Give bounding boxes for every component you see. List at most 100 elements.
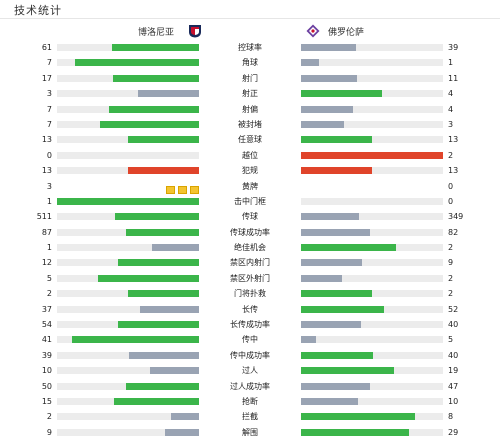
away-stat-bar: [301, 321, 443, 329]
away-stat-value: 3: [448, 119, 454, 129]
away-stat-fill: [301, 290, 372, 298]
away-team-name: 佛罗伦萨: [328, 27, 365, 38]
home-stat-value: 13: [41, 135, 52, 145]
away-stat-value: 2: [448, 150, 454, 160]
home-stat-fill: [151, 244, 199, 252]
home-stat-bar: [57, 336, 199, 344]
away-stat-bar: [301, 382, 443, 390]
home-stat-bar: [57, 259, 199, 267]
away-stat-fill: [301, 74, 357, 82]
home-team-name: 博洛尼亚: [138, 27, 175, 38]
stat-label: 长传成功率: [230, 320, 270, 330]
stat-label: 传球: [242, 212, 258, 222]
away-stat-value: 0: [448, 181, 454, 191]
stat-row: 12 禁区内射门 9: [0, 255, 500, 270]
away-stat-value: 349: [448, 212, 464, 222]
stat-label: 传中: [242, 335, 258, 345]
away-stat-fill: [301, 213, 359, 221]
away-stat-bar: [301, 397, 443, 405]
away-stat-bar: [301, 74, 443, 82]
stat-row: 50 过人成功率 47: [0, 379, 500, 394]
home-stat-value: 5: [46, 273, 52, 283]
stat-label: 黄牌: [242, 181, 258, 191]
away-stat-bar: [301, 105, 443, 113]
stat-row: 17 射门 11: [0, 71, 500, 86]
home-stat-fill: [72, 336, 199, 344]
home-stat-value: 3: [46, 181, 52, 191]
away-stat-fill: [301, 382, 370, 390]
home-stat-value: 87: [41, 227, 52, 237]
home-stat-bar: [57, 428, 199, 436]
away-stat-value: 2: [448, 289, 454, 299]
away-stat-value: 40: [448, 350, 459, 360]
home-stat-bar: [57, 213, 199, 221]
stat-label: 被封堵: [238, 119, 262, 129]
stat-label: 击中门框: [234, 196, 266, 206]
stat-label: 射偏: [242, 104, 258, 114]
stat-row: 61 控球率 39: [0, 40, 500, 55]
away-stat-value: 11: [448, 73, 459, 83]
away-stat-value: 9: [448, 258, 454, 268]
home-stat-fill: [125, 228, 199, 236]
home-stat-value: 37: [41, 304, 52, 314]
away-stat-fill: [301, 244, 396, 252]
home-stat-value: 13: [41, 166, 52, 176]
stat-label: 抢断: [242, 396, 258, 406]
title-bar: 技术统计: [0, 0, 500, 19]
home-stat-fill: [114, 213, 199, 221]
away-stat-bar: [301, 59, 443, 67]
away-team-header[interactable]: 佛罗伦萨: [306, 22, 364, 40]
home-stat-value: 2: [46, 412, 52, 422]
home-stat-bar: [57, 228, 199, 236]
stat-row: 5 禁区外射门 2: [0, 271, 500, 286]
home-stat-value: 10: [41, 366, 52, 376]
away-stat-value: 19: [448, 366, 459, 376]
away-stat-bar: [301, 351, 443, 359]
away-stat-fill: [301, 274, 342, 282]
away-stat-fill: [301, 321, 362, 329]
stat-row: 54 长传成功率 40: [0, 317, 500, 332]
away-stat-bar: [301, 167, 443, 175]
stat-row: 2 拦截 8: [0, 409, 500, 424]
home-stat-bar: [57, 305, 199, 313]
home-stat-bar: [57, 290, 199, 298]
away-stat-bar: [301, 336, 443, 344]
yellow-card-icon: [166, 185, 175, 194]
away-stat-bar: [301, 183, 443, 190]
stat-row: 41 传中 5: [0, 332, 500, 347]
stat-label: 射门: [242, 73, 258, 83]
stat-label: 传中成功率: [230, 350, 270, 360]
stat-label: 犯规: [242, 166, 258, 176]
home-stat-fill: [99, 120, 199, 128]
away-stat-bar: [301, 274, 443, 282]
away-stat-value: 4: [448, 89, 454, 99]
stat-row: 3 黄牌 0: [0, 179, 500, 194]
home-stat-fill: [108, 105, 199, 113]
home-stat-bar: [57, 90, 199, 98]
away-stat-fill: [301, 367, 394, 375]
yellow-card-icon: [190, 185, 199, 194]
home-stat-value: 7: [46, 119, 52, 129]
home-stat-bar: [57, 120, 199, 128]
home-stat-bar: [57, 197, 199, 205]
away-stat-fill: [301, 351, 373, 359]
stat-row: 13 任意球 13: [0, 132, 500, 147]
home-stat-value: 54: [41, 320, 52, 330]
home-team-header[interactable]: 博洛尼亚: [138, 22, 202, 40]
stat-label: 绝佳机会: [234, 243, 266, 253]
title-divider: [0, 18, 500, 19]
away-stat-fill: [301, 136, 372, 144]
page-title: 技术统计: [14, 4, 62, 17]
home-stat-bar: [57, 74, 199, 82]
stat-row: 3 射正 4: [0, 86, 500, 101]
stat-label: 射正: [242, 89, 258, 99]
home-stat-bar: [57, 274, 199, 282]
stat-row: 15 抢断 10: [0, 394, 500, 409]
home-stat-bar: [57, 397, 199, 405]
stat-label: 拦截: [242, 412, 258, 422]
stat-label: 角球: [242, 58, 258, 68]
home-stat-value: 39: [41, 350, 52, 360]
home-stat-value: 7: [46, 58, 52, 68]
home-stat-bar: [57, 351, 199, 359]
home-stat-value: 7: [46, 104, 52, 114]
